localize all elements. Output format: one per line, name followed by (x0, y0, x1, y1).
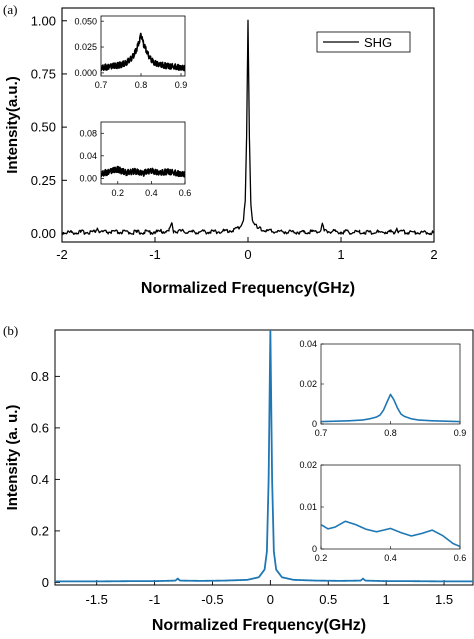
panel-b-ytick-label: 0.2 (31, 523, 49, 538)
panel-b-xtick-label: 0 (267, 592, 274, 607)
inset-b-bottom-xtick-label: 0.6 (454, 553, 467, 563)
panel-b-xtick-label: 1.5 (435, 592, 453, 607)
inset-a-top-xtick-label: 0.9 (175, 80, 188, 90)
panel-a-xtick-label: 2 (430, 247, 437, 262)
inset-a-top-ytick-label: 0.000 (74, 68, 97, 78)
panel-a-ylabel: Intensity(a.u.) (4, 76, 21, 174)
panel-b-ytick-label: 0.4 (31, 472, 49, 487)
panel-a-xtick-label: 1 (337, 247, 344, 262)
panel-b-xtick-label: -1.5 (85, 592, 107, 607)
inset-b-top-axes: 0.7 0.8 0.9 0 0.02 0.04 (299, 339, 466, 438)
legend-box (316, 31, 411, 53)
panel-a-xtick-label: -1 (149, 247, 161, 262)
panel-b-ytick-label: 0 (42, 575, 49, 590)
inset-b-bottom-xtick-label: 0.2 (315, 553, 328, 563)
panel-b-xtick-label: -0.5 (201, 592, 223, 607)
panel-b-label: (b) (3, 323, 18, 338)
panel-b-xtick-label: -1 (149, 592, 161, 607)
inset-b-bottom-xtick-label: 0.4 (384, 553, 397, 563)
inset-a-bottom-ytick-label: 0.08 (79, 128, 97, 138)
panel-a-ytick-label: 0.75 (31, 66, 56, 81)
panel-b-frame (54, 329, 474, 586)
panel-a-xlabel: Normalized Frequency(GHz) (141, 280, 355, 297)
inset-b-bottom-ytick-label: 0.02 (299, 460, 317, 470)
panel-b-series-0 (55, 330, 473, 583)
panel-a-series-0 (62, 19, 434, 236)
panel-b-ytick-label: 0.6 (31, 420, 49, 435)
legend-label: SHG (364, 35, 392, 50)
panel-a-legend: SHG (316, 31, 411, 53)
inset-b-top-xtick-label: 0.9 (454, 428, 467, 438)
panel-a-ytick-label: 0.25 (31, 173, 56, 188)
inset-a-bottom-line (101, 165, 185, 178)
inset-a-top-frame (100, 15, 186, 77)
panel-a-ytick-label: 1.00 (31, 13, 56, 28)
inset-a-top-ytick-label: 0.050 (74, 16, 97, 26)
inset-a-bottom-xtick-label: 0.2 (112, 188, 125, 198)
inset-b-top-xtick-label: 0.7 (315, 428, 328, 438)
inset-a-top-ytick-label: 0.025 (74, 42, 97, 52)
inset-a-bottom-ytick-label: 0.00 (79, 174, 97, 184)
panel-a-ytick-label: 0.00 (31, 226, 56, 241)
inset-b-bottom-ytick-label: 0.01 (299, 502, 317, 512)
inset-a-bottom-frame (100, 121, 186, 185)
inset-b-bottom-ytick-label: 0 (312, 544, 317, 554)
panel-b-axes: -1.5 -1 -0.5 0 0.5 1 1.500.20.40.60.8 (31, 329, 474, 607)
inset-b-top-xtick-label: 0.8 (384, 428, 397, 438)
panel-a-ytick-label: 0.50 (31, 120, 56, 135)
inset-b-bottom-axes: 0.2 0.4 0.6 0 0.01 0.02 (299, 460, 466, 563)
panel-a-xtick-label: -2 (56, 247, 68, 262)
inset-b-top-line (321, 393, 460, 423)
panel-b-xtick-label: 0.5 (319, 592, 337, 607)
inset-b-bottom-bg (321, 465, 460, 549)
inset-b-bottom-line (321, 520, 460, 548)
inset-a-bottom-xtick-label: 0.6 (179, 188, 192, 198)
panel-b-ytick-label: 0.8 (31, 369, 49, 384)
inset-a-bottom-axes: 0.2 0.4 0.6 0.00 0.04 0.08 (79, 121, 192, 198)
panel-a-xtick-label: 0 (244, 247, 251, 262)
inset-a-bottom-xtick-label: 0.4 (145, 188, 158, 198)
inset-b-top-bg (321, 344, 460, 424)
inset-a-top-xtick-label: 0.7 (95, 80, 108, 90)
panel-b-ylabel: Intensity (a. u.) (4, 405, 21, 511)
inset-b-top-ytick-label: 0 (312, 419, 317, 429)
inset-a-top-line (101, 32, 185, 72)
inset-a-top-xtick-label: 0.8 (135, 80, 148, 90)
panel-b-xlabel: Normalized Frequency(GHz) (152, 617, 366, 634)
panel-b-xtick-label: 1 (383, 592, 390, 607)
inset-a-bottom-ytick-label: 0.04 (79, 151, 97, 161)
inset-b-top-ytick-label: 0.02 (299, 379, 317, 389)
inset-b-top-ytick-label: 0.04 (299, 339, 317, 349)
panel-a-label: (a) (3, 2, 17, 17)
inset-a-top-axes: 0.7 0.8 0.9 0.000 0.025 0.050 (74, 15, 188, 90)
panel-a-axes: -2 -1 0 1 2 0.00 0.25 0.50 0.75 1.00 (31, 7, 438, 262)
